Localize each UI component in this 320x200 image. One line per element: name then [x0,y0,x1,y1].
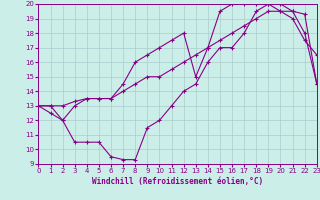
X-axis label: Windchill (Refroidissement éolien,°C): Windchill (Refroidissement éolien,°C) [92,177,263,186]
